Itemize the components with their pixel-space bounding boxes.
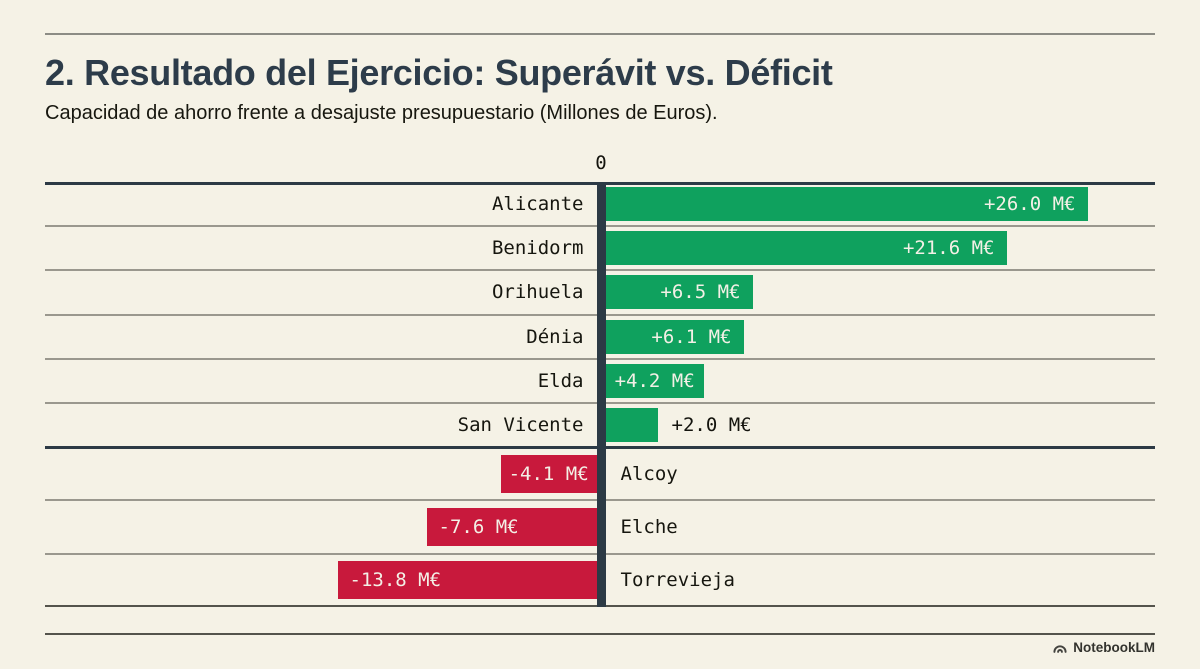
page-title: 2. Resultado del Ejercicio: Superávit vs… [45,52,833,93]
value-label-d-nia: +6.1 M€ [651,325,732,348]
value-label-san-vicente: +2.0 M€ [671,413,752,436]
bar-alicante [605,187,1088,222]
brand-name: NotebookLM [1073,640,1155,655]
category-label-benidorm: Benidorm [491,237,584,260]
brand-attribution: NotebookLM [1052,640,1155,655]
top-rule [45,33,1155,35]
bar-orihuela [605,275,753,310]
bar-elche [426,508,597,546]
page-subtitle: Capacidad de ahorro frente a desajuste p… [45,102,718,124]
notebooklm-logo-icon [1052,641,1068,654]
category-label-elda: Elda [537,369,584,392]
bar-benidorm [605,231,1007,266]
bar-san-vicente [605,407,658,442]
bar-elda [605,363,704,398]
footer-rule [45,633,1155,635]
value-label-alicante: +26.0 M€ [983,193,1076,216]
category-label-alicante: Alicante [491,193,584,216]
value-label-orihuela: +6.5 M€ [660,281,741,304]
value-label-benidorm: +21.6 M€ [902,237,995,260]
plot-area: Alicante +26.0 M€ Benidorm +21.6 M€ Orihuela… [45,182,1155,607]
bar-d-nia [605,319,744,354]
category-label-torrevieja: Torrevieja [620,569,735,592]
bar-torrevieja [337,561,597,600]
zero-axis-line [596,182,606,607]
category-label-alcoy: Alcoy [620,462,678,485]
value-label-torrevieja: -13.8 M€ [349,569,442,592]
value-label-alcoy: -4.1 M€ [508,462,589,485]
bar-alcoy [500,454,597,493]
category-label-orihuela: Orihuela [491,281,584,304]
axis-zero-label: 0 [595,152,607,174]
value-label-elda: +4.2 M€ [614,369,695,392]
category-label-d-nia: Dénia [526,325,584,348]
category-label-elche: Elche [620,516,678,538]
category-label-san-vicente: San Vicente [457,413,584,436]
value-label-elche: -7.6 M€ [438,516,519,538]
